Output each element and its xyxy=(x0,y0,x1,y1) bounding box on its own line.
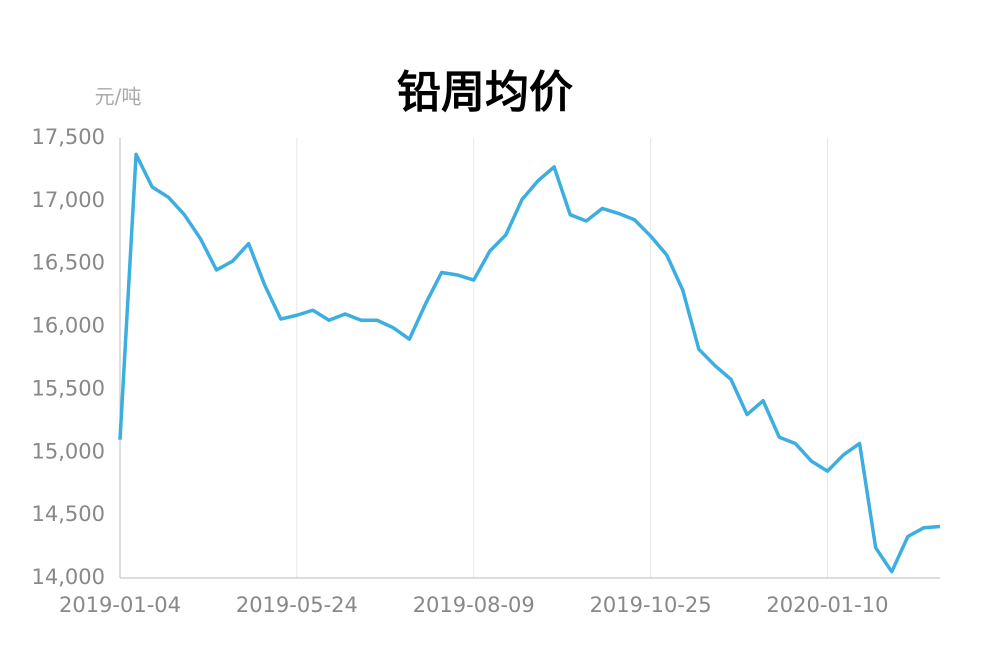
chart-title: 铅周均价 xyxy=(397,67,573,118)
line-series xyxy=(118,152,941,574)
x-tick-label: 2019-05-24 xyxy=(236,593,358,617)
y-tick-label: 15,000 xyxy=(32,439,105,463)
y-tick-label: 14,000 xyxy=(32,565,105,589)
y-tick-label: 15,500 xyxy=(32,376,105,400)
x-tick-label: 2019-10-25 xyxy=(590,593,712,617)
x-tick-label: 2019-01-04 xyxy=(59,593,181,617)
y-unit: 元/吨 xyxy=(95,85,142,109)
y-tick-label: 14,500 xyxy=(32,502,105,526)
y-tick-label: 16,500 xyxy=(32,251,105,275)
y-tick-label: 17,500 xyxy=(32,125,105,149)
y-tick-label: 17,000 xyxy=(32,188,105,212)
y-tick-label: 16,000 xyxy=(32,314,105,338)
x-tick-label: 2020-01-10 xyxy=(766,593,888,617)
x-tick-label: 2019-08-09 xyxy=(413,593,535,617)
